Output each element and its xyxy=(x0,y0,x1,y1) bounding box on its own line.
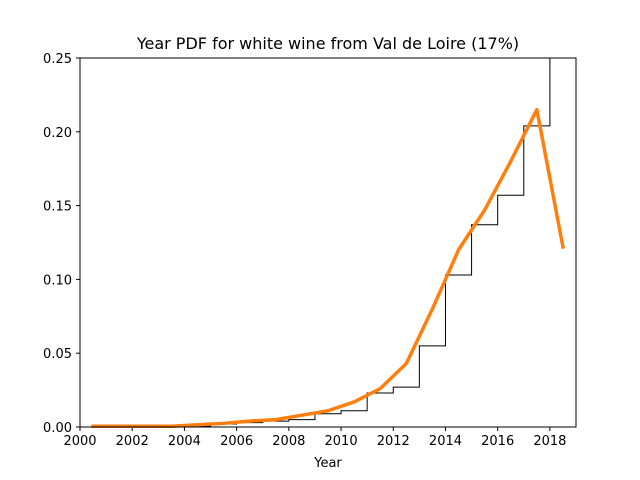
y-tick-label: 0.20 xyxy=(43,126,72,141)
chart-title: Year PDF for white wine from Val de Loir… xyxy=(136,34,519,53)
x-tick-label: 2006 xyxy=(220,434,253,449)
y-tick-label: 0.05 xyxy=(43,347,72,362)
x-tick-label: 2000 xyxy=(63,434,96,449)
x-tick-label: 2004 xyxy=(168,434,201,449)
line-series-line xyxy=(91,107,565,429)
x-tick-label: 2010 xyxy=(325,434,358,449)
x-axis: 2000 2002 2004 2006 2008 2010 2012 2014 2016 2018 xyxy=(63,427,566,449)
y-tick-label: 0.00 xyxy=(43,421,72,436)
axes-frame xyxy=(79,57,577,428)
plot-area xyxy=(91,57,576,429)
y-tick-label: 0.25 xyxy=(43,52,72,67)
x-tick-label: 2018 xyxy=(533,434,566,449)
x-tick-label: 2008 xyxy=(272,434,305,449)
x-tick-label: 2014 xyxy=(429,434,462,449)
x-axis-label: Year xyxy=(313,456,342,471)
x-tick-label: 2002 xyxy=(116,434,149,449)
x-tick-label: 2012 xyxy=(377,434,410,449)
y-tick-label: 0.10 xyxy=(43,273,72,288)
y-axis: 0.00 0.05 0.10 0.15 0.20 0.25 xyxy=(43,52,80,436)
y-tick-label: 0.15 xyxy=(43,200,72,215)
x-tick-label: 2016 xyxy=(481,434,514,449)
